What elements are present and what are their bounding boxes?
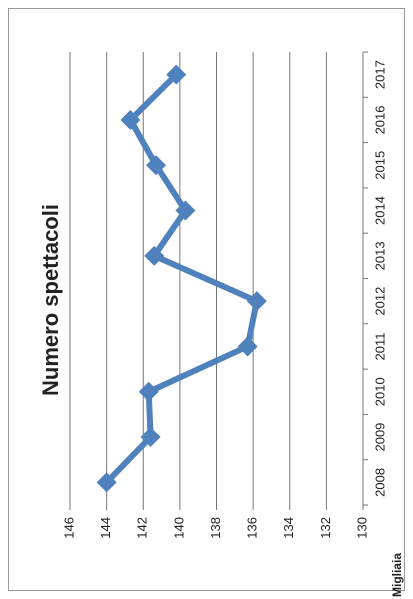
x-tick-label: 2008 (372, 468, 387, 497)
x-tick-label: 2013 (372, 241, 387, 270)
data-line (104, 72, 260, 485)
y-tick-label: 136 (245, 517, 260, 539)
y-tick-label: 142 (135, 517, 150, 539)
data-marker (144, 245, 165, 266)
data-marker (166, 64, 187, 85)
x-tick-label: 2015 (372, 151, 387, 180)
y-tick-label: 138 (208, 517, 223, 539)
data-marker (120, 109, 141, 130)
y-axis-title: Migliaia (390, 553, 404, 597)
x-tick-label: 2011 (372, 332, 387, 360)
x-tick-label: 2017 (372, 60, 387, 89)
chart-border (8, 8, 405, 591)
y-tick-label: 134 (281, 517, 296, 539)
x-tick-label: 2014 (372, 196, 387, 225)
y-tick-label: 140 (171, 517, 186, 539)
rotated-chart: Numero spettacoli Migliaia 130 132 134 136 1… (38, 51, 404, 597)
y-tick-label: 132 (318, 517, 333, 539)
data-marker (138, 381, 159, 402)
y-tick-label: 144 (98, 517, 113, 539)
x-tick-label: 2010 (372, 377, 387, 406)
data-marker (146, 155, 167, 176)
chart-title: Numero spettacoli (38, 204, 63, 396)
y-tick-label: 146 (61, 517, 76, 539)
data-marker (237, 336, 258, 357)
data-marker (175, 200, 196, 221)
data-marker (246, 291, 267, 312)
x-tick-label: 2009 (372, 423, 387, 452)
y-tick-label: 130 (354, 517, 369, 539)
x-tick-label: 2016 (372, 105, 387, 134)
x-tick-label: 2012 (372, 287, 387, 316)
